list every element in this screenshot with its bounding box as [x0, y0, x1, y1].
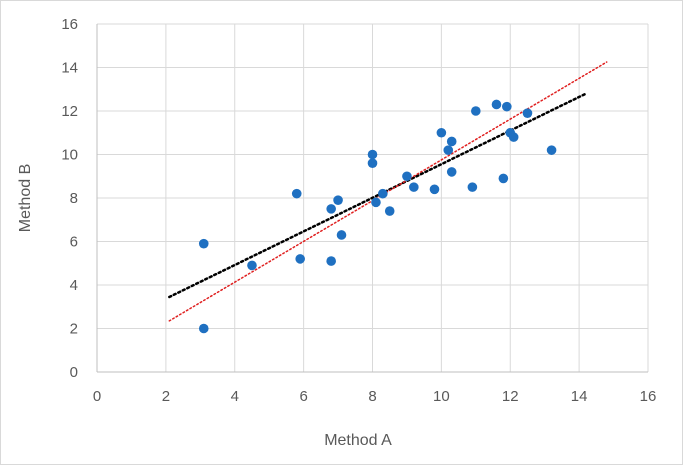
- y-tick-label: 14: [61, 60, 78, 77]
- data-point: [429, 184, 440, 195]
- x-tick-label: 16: [640, 388, 657, 405]
- data-point: [436, 127, 447, 138]
- data-point: [326, 204, 336, 214]
- data-point: [371, 197, 381, 208]
- data-point: [471, 106, 481, 116]
- trendlines: [168, 61, 608, 322]
- x-tick-label: 2: [162, 388, 170, 405]
- data-point: [446, 167, 457, 177]
- y-tick-label: 10: [61, 147, 78, 164]
- data-point: [336, 230, 347, 240]
- data-point: [367, 158, 378, 168]
- x-tick-label: 0: [93, 388, 101, 405]
- x-tick-label: 6: [299, 388, 307, 405]
- axes: [96, 24, 648, 373]
- data-point: [498, 173, 509, 184]
- data-point: [402, 171, 412, 182]
- data-point: [546, 145, 557, 155]
- data-point: [295, 254, 305, 264]
- data-point: [367, 149, 378, 160]
- x-tick-labels: 0 2 4 6 8 10 12 14 16: [93, 388, 657, 405]
- data-point: [446, 136, 457, 147]
- data-point: [409, 182, 419, 192]
- data-point: [326, 256, 336, 266]
- data-point: [247, 260, 257, 271]
- data-point: [522, 108, 533, 118]
- data-point: [378, 188, 388, 199]
- y-tick-label: 16: [61, 16, 78, 33]
- data-point: [502, 101, 512, 112]
- x-axis-title: Method A: [324, 432, 392, 449]
- data-point: [198, 238, 209, 249]
- y-tick-label: 6: [70, 234, 78, 251]
- data-point: [467, 182, 478, 192]
- y-tick-label: 4: [70, 277, 78, 294]
- data-point: [384, 206, 395, 216]
- y-tick-label: 2: [70, 321, 78, 338]
- y-tick-label: 8: [70, 190, 78, 207]
- trendline: [168, 92, 588, 299]
- y-tick-label: 0: [70, 364, 78, 381]
- x-tick-label: 8: [368, 388, 376, 405]
- data-point: [443, 145, 454, 155]
- data-point: [491, 99, 502, 110]
- x-tick-label: 12: [502, 388, 519, 405]
- y-axis-title: Method B: [17, 164, 34, 232]
- data-point: [291, 188, 302, 199]
- y-tick-labels: 0 2 4 6 8 10 12 14 16: [61, 16, 78, 381]
- x-tick-label: 4: [231, 388, 239, 405]
- data-point: [198, 323, 209, 334]
- gridlines: [97, 23, 649, 372]
- x-tick-label: 10: [433, 388, 450, 405]
- trendline: [168, 61, 608, 322]
- data-points: [198, 99, 557, 334]
- data-point: [333, 195, 343, 205]
- x-tick-label: 14: [571, 388, 588, 405]
- y-tick-label: 12: [61, 103, 78, 120]
- data-point: [508, 132, 519, 142]
